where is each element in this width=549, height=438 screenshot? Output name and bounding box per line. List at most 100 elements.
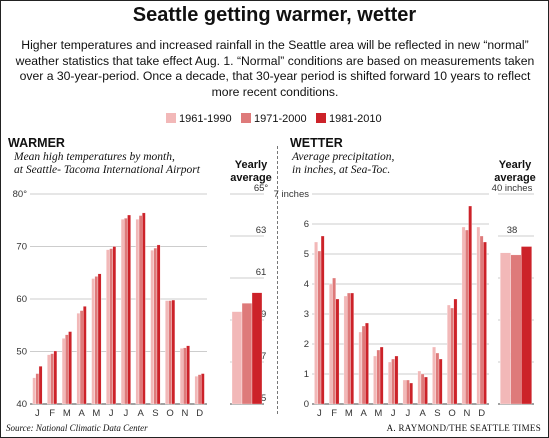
temp-category-label: M (63, 408, 71, 419)
temp-bar (186, 345, 190, 405)
warmer-heading: WARMER (8, 136, 65, 150)
temp-bar (94, 276, 99, 405)
temp-bar (179, 348, 184, 405)
precip-category-label: A (360, 408, 367, 419)
temp-category-label: O (166, 408, 173, 419)
precip-bar (402, 379, 407, 405)
temp-bar (156, 244, 161, 405)
temp-category-label: A (78, 408, 85, 419)
temp-tick-label: 70 (16, 242, 27, 253)
precip-bar (347, 292, 351, 405)
precip-category-label: A (419, 408, 426, 419)
panel-divider (277, 146, 278, 414)
temp-bar (153, 247, 158, 405)
temp-yearly-bar (241, 303, 253, 405)
precip-category-label: J (406, 408, 411, 419)
precip-yearly-tick-label: 40 inches (492, 183, 533, 194)
warmer-yearly-label: Yearly average (226, 159, 276, 184)
precip-tick-label: 7 inches (274, 189, 310, 200)
temp-category-label: N (181, 408, 188, 419)
temp-bar (97, 273, 102, 405)
precip-bar (450, 307, 454, 405)
precip-bar (483, 241, 487, 405)
precip-bar (424, 376, 428, 405)
precip-bar (365, 322, 369, 405)
temp-tick-label: 80° (13, 189, 28, 200)
temp-category-label: J (109, 408, 114, 419)
precip-bar (461, 226, 466, 405)
temp-bar (35, 373, 40, 405)
wetter-subtitle-line1: Average precipitation, (292, 151, 395, 163)
temp-tick-label: 50 (16, 347, 27, 358)
precip-bar (438, 358, 443, 405)
legend-item-1981-2010: 1981-2010 (316, 113, 382, 126)
precip-category-label: M (345, 408, 353, 419)
temp-bar (142, 212, 146, 405)
temp-yearly-bar (231, 311, 243, 405)
precip-bar (373, 355, 377, 405)
temp-bar (50, 353, 54, 405)
temp-bar (106, 249, 110, 405)
precip-bar (409, 382, 413, 405)
precip-tick-label: 6 (304, 219, 309, 230)
temp-bar (171, 299, 176, 405)
temp-bar (201, 373, 205, 405)
temp-tick-label: 40 (16, 399, 27, 410)
temp-bar (120, 219, 125, 405)
precip-bar (343, 295, 348, 405)
temp-yearly-bar (251, 292, 263, 405)
temp-bar (138, 215, 143, 405)
legend-swatch (316, 113, 326, 123)
precip-bar (420, 373, 425, 405)
temp-category-label: J (35, 408, 40, 419)
wetter-yearly-label: Yearly average (490, 159, 540, 184)
precip-bar (465, 229, 469, 405)
wetter-subtitle-line2: in inches, at Sea-Toc. (292, 164, 391, 176)
temp-bar (165, 300, 169, 405)
warmer-yearly-line2: average (230, 171, 272, 184)
warmer-subtitle-line2: at Seattle- Tacoma International Airport (14, 164, 200, 176)
precip-bar (388, 361, 392, 405)
temp-category-label: D (196, 408, 203, 419)
precip-bar (417, 370, 422, 405)
precip-bar (314, 241, 318, 405)
precip-bar (476, 226, 481, 405)
precip-category-label: S (434, 408, 440, 419)
precip-tick-label: 0 (304, 399, 309, 410)
precip-bar (332, 277, 336, 405)
precip-bar (361, 325, 366, 405)
legend-item-1961-1990: 1961-1990 (166, 113, 232, 126)
precip-category-label: M (374, 408, 382, 419)
precip-bar (453, 298, 458, 405)
precip-bar (432, 346, 436, 405)
precip-category-label: O (448, 408, 455, 419)
legend-item-1971-2000: 1971-2000 (241, 113, 307, 126)
precip-bar (435, 352, 440, 405)
precip-bar (394, 355, 399, 405)
temp-bar (183, 347, 187, 405)
temp-bar (135, 219, 140, 405)
precip-bar (406, 379, 410, 405)
precip-category-label: J (317, 408, 322, 419)
source-note: Source: National Climatic Data Center (6, 423, 148, 433)
temp-bar (47, 354, 51, 405)
temp-bar (91, 278, 95, 405)
legend-label: 1961-1990 (179, 113, 232, 125)
temp-category-label: S (152, 408, 158, 419)
temp-bar (79, 310, 84, 405)
precip-bar (350, 292, 354, 405)
temp-bar (61, 338, 66, 405)
temp-bar (112, 246, 117, 405)
temp-yearly-tick-label: 61 (256, 267, 267, 278)
precip-category-label: J (391, 408, 396, 419)
temp-bar (38, 366, 43, 405)
wetter-yearly-line2: average (494, 171, 536, 184)
precip-bar (335, 298, 340, 405)
precip-bar (479, 235, 484, 405)
precip-category-label: N (463, 408, 470, 419)
warmer-subtitle-line1: Mean high temperatures by month, (14, 151, 175, 163)
legend-label: 1971-2000 (254, 113, 307, 125)
legend-label: 1981-2010 (329, 113, 382, 125)
temp-yearly-tick-label: 65° (254, 183, 269, 194)
temp-category-label: M (92, 408, 100, 419)
